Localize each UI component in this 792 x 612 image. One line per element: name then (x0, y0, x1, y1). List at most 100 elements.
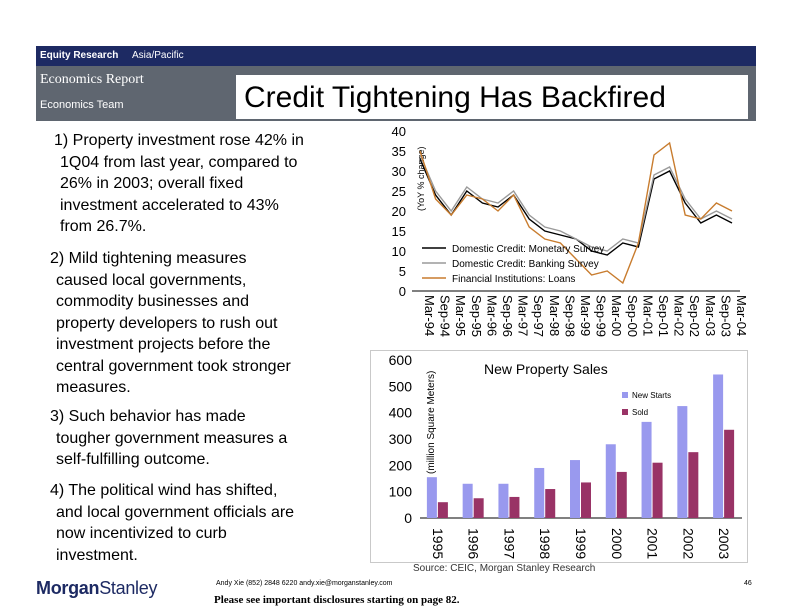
x-tick-label: Sep-94 (438, 295, 453, 337)
bar (426, 477, 437, 518)
bar (498, 483, 509, 518)
legend-label: Financial Institutions: Loans (452, 274, 575, 285)
bullet-line: tougher government measures a (56, 429, 288, 447)
legend-label: Domestic Credit: Banking Survey (452, 259, 599, 270)
bullet-line: caused local governments, (56, 271, 247, 289)
y-tick-label: 0 (399, 284, 406, 299)
y-tick-label: 5 (399, 264, 406, 279)
x-tick-label: Sep-99 (594, 295, 609, 337)
y-tick-label: 15 (392, 224, 406, 239)
x-tick-label: 1995 (430, 528, 446, 559)
bullet-line: and local government officials are (56, 503, 295, 521)
y-tick-label: 25 (392, 184, 406, 199)
bullet-line: 1Q04 from last year, compared to (60, 153, 298, 171)
legend-label: New Starts (632, 391, 671, 400)
bullet-1: 1) Property investment rose 42% in 1Q04 … (54, 130, 304, 238)
bullet-line: measures. (56, 379, 131, 396)
bar (677, 406, 688, 518)
x-tick-label: 1996 (466, 528, 482, 559)
disclosure-notice: Please see important disclosures startin… (214, 594, 460, 606)
team-label: Economics Team (40, 99, 124, 111)
bullet-line: investment. (56, 546, 138, 564)
legend-label: Sold (632, 408, 648, 417)
y-tick-label: 300 (389, 431, 413, 447)
chart-source: Source: CEIC, Morgan Stanley Research (413, 563, 596, 574)
page-number: 46 (744, 580, 752, 587)
chart-title: New Property Sales (484, 361, 608, 377)
chart-frame (370, 350, 748, 563)
bullet-heading: 4) The political wind has shifted, (50, 482, 278, 499)
legend-swatch (622, 392, 628, 398)
x-tick-label: Mar-94 (422, 295, 437, 336)
x-tick-label: Sep-95 (469, 295, 484, 337)
plot-area (412, 131, 740, 291)
bullet-line: from 26.7%. (60, 218, 147, 235)
x-tick-label: Mar-96 (484, 295, 499, 336)
y-axis-label: (YoY % change) (416, 146, 426, 211)
x-tick-label: Sep-02 (687, 295, 702, 337)
bullet-line: 26% in 2003; overall fixed (60, 175, 244, 192)
property-sales-chart: 0 100 200 300 400 500 600 (million Square Meter… (370, 350, 748, 563)
legend-label: Domestic Credit: Monetary Survey (452, 244, 604, 255)
x-tick-label: Sep-97 (531, 295, 546, 337)
x-tick-label: Mar-00 (609, 295, 624, 336)
x-tick-label: Sep-96 (500, 295, 515, 337)
x-tick-label: Sep-01 (656, 295, 671, 337)
bullet-line: commodity businesses and (56, 293, 249, 310)
x-tick-label: Mar-95 (453, 295, 468, 336)
y-tick-label: 400 (389, 405, 413, 421)
bar (545, 489, 556, 518)
y-tick-label: 500 (389, 378, 413, 394)
x-tick-label: 2001 (645, 528, 661, 559)
bar (688, 452, 699, 518)
page-title: Credit Tightening Has Backfired (244, 81, 666, 114)
report-banner: Equity Research Asia/Pacific (36, 46, 756, 66)
x-tick-label: 2002 (680, 528, 696, 559)
x-tick-label: Sep-03 (718, 295, 733, 337)
x-tick-label: Sep-98 (562, 295, 577, 337)
y-tick-label: 100 (389, 484, 413, 500)
bullet-heading: 2) Mild tightening measures (50, 250, 247, 267)
equity-research-label: Equity Research (40, 50, 119, 61)
bar (581, 482, 591, 518)
y-tick-label: 20 (392, 204, 406, 219)
x-tick-label: Mar-04 (734, 295, 749, 336)
bar (724, 429, 735, 518)
logo-part-a: Morgan (36, 578, 100, 598)
x-tick-label: 2003 (716, 528, 732, 559)
x-tick-label: Mar-03 (703, 295, 718, 336)
x-tick-label: Mar-99 (578, 295, 593, 336)
x-tick-label: Sep-00 (625, 295, 640, 337)
x-tick-label: 2000 (609, 528, 625, 559)
bullet-line: now incentivized to curb (56, 525, 227, 542)
morgan-stanley-logo: MorganStanley (36, 578, 157, 599)
x-tick-label: 1999 (573, 528, 589, 559)
bar (641, 421, 652, 518)
bullet-heading: 3) Such behavior has made (50, 408, 246, 425)
analyst-contact: Andy Xie (852) 2848 6220 andy.xie@morgan… (216, 580, 393, 587)
x-tick-label: Mar-02 (672, 295, 687, 336)
bar (713, 374, 724, 518)
bar (616, 471, 627, 518)
bullet-4: 4) The political wind has shifted, and l… (50, 480, 294, 566)
bullet-line: investment projects before the (56, 336, 271, 353)
line-series (419, 141, 733, 285)
bar (570, 460, 580, 518)
x-tick-label: 1998 (537, 528, 553, 559)
x-tick-label: Mar-97 (516, 295, 531, 336)
bar (509, 496, 520, 518)
bar (534, 467, 545, 518)
x-tick-label: 1997 (501, 528, 517, 559)
logo-part-b: Stanley (99, 578, 158, 598)
y-tick-label: 0 (404, 510, 412, 526)
y-tick-label: 200 (389, 457, 413, 473)
bullet-heading: 1) Property investment rose 42% in (54, 132, 304, 149)
y-tick-label: 30 (392, 164, 406, 179)
credit-growth-chart: 0 5 10 15 20 25 30 35 40 Mar-94 Sep-94 Mar-95 Sep-95… (392, 124, 749, 337)
bar (473, 498, 484, 518)
y-tick-label: 35 (392, 144, 406, 159)
x-tick-label: Mar-98 (547, 295, 562, 336)
header-band: Economics Report Economics Team Credit T… (36, 66, 756, 121)
legend-swatch (622, 409, 628, 415)
region-label: Asia/Pacific (132, 50, 184, 61)
